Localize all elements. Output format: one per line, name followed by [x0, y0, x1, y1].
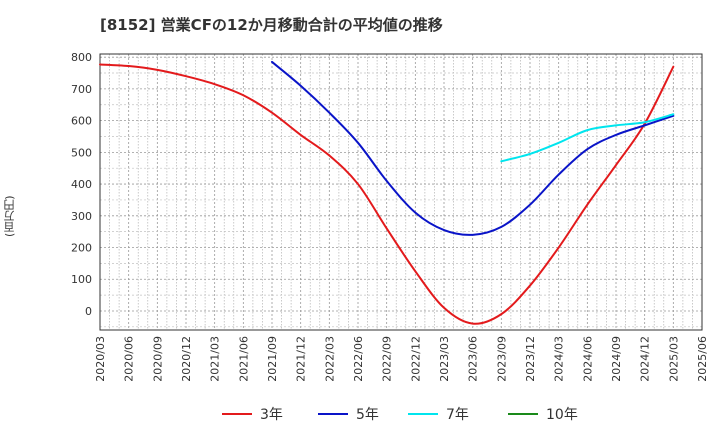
plot-border [99, 53, 703, 331]
y-tick-label: 500 [71, 146, 92, 159]
x-tick-label: 2023/12 [524, 336, 537, 382]
x-tick-label: 2020/09 [151, 336, 164, 382]
x-tick-label: 2021/12 [295, 336, 308, 382]
x-tick-label: 2023/09 [495, 336, 508, 382]
legend-label-1: 5年 [356, 407, 379, 423]
x-tick-label: 2023/03 [438, 336, 451, 382]
x-tick-label: 2021/03 [209, 336, 222, 382]
series-line-0 [99, 63, 675, 325]
y-tick-label: 200 [71, 242, 92, 255]
x-tick-label: 2024/06 [581, 336, 594, 382]
y-tick-label: 800 [71, 51, 92, 64]
x-tick-label: 2022/09 [381, 336, 394, 382]
legend-label-0: 3年 [260, 407, 283, 423]
x-tick-label: 2022/03 [323, 336, 336, 382]
x-tick-label: 2020/12 [180, 336, 193, 382]
x-tick-label: 2024/12 [639, 336, 652, 382]
y-tick-label: 400 [71, 178, 92, 191]
chart-title: [8152] 営業CFの12か月移動合計の平均値の推移 [100, 16, 443, 34]
x-tick-label: 2021/06 [237, 336, 250, 382]
y-tick-label: 700 [71, 83, 92, 96]
x-tick-label: 2020/06 [123, 336, 136, 382]
x-tick-label: 2021/09 [266, 336, 279, 382]
series-line-2 [500, 113, 675, 163]
series-line-1 [271, 60, 675, 236]
plot-area [100, 54, 702, 330]
legend-label-3: 10年 [546, 407, 578, 423]
x-tick-label: 2025/03 [667, 336, 680, 382]
x-tick-label: 2020/03 [94, 336, 107, 382]
x-tick-label: 2024/09 [610, 336, 623, 382]
x-tick-label: 2022/12 [409, 336, 422, 382]
x-tick-label: 2025/06 [696, 336, 709, 382]
y-tick-label: 100 [71, 273, 92, 286]
y-tick-label: 600 [71, 115, 92, 128]
x-tick-label: 2024/03 [553, 336, 566, 382]
y-tick-label: 0 [85, 305, 92, 318]
legend-label-2: 7年 [446, 407, 469, 423]
y-tick-label: 300 [71, 210, 92, 223]
x-tick-label: 2023/06 [467, 336, 480, 382]
x-tick-label: 2022/06 [352, 336, 365, 382]
